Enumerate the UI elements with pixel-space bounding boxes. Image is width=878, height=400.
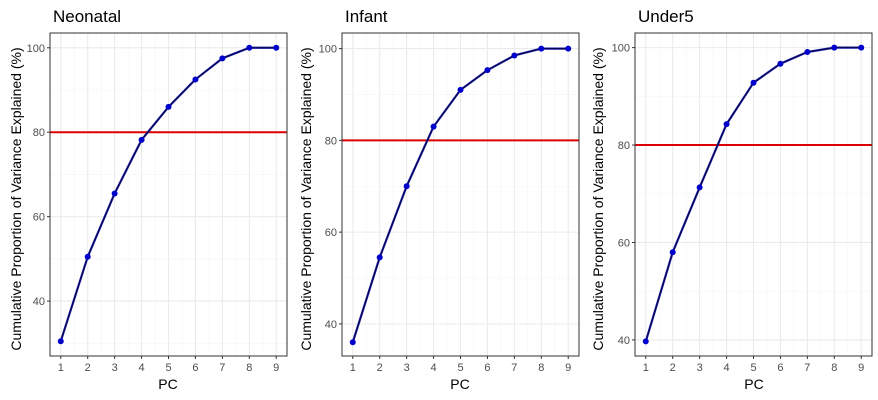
data-point	[111, 190, 118, 197]
y-tick-label: 40	[33, 296, 45, 308]
x-tick-label: 4	[431, 362, 437, 374]
x-tick-label: 3	[697, 362, 703, 374]
data-point	[484, 67, 491, 74]
plot-area: 40 60 80 100 1 2 3 4 5 6 7 8 9	[27, 32, 288, 374]
data-point	[750, 79, 757, 86]
x-axis-title: PC	[744, 376, 763, 392]
data-point	[858, 44, 865, 51]
plot-area: 40 60 80 100 1 2 3 4 5 6 7 8 9	[319, 32, 580, 374]
data-point	[669, 249, 676, 256]
data-point	[219, 55, 226, 62]
x-tick-label: 6	[777, 362, 783, 374]
x-tick-label: 7	[804, 362, 810, 374]
x-tick-label: 6	[192, 362, 198, 374]
y-axis-title: Cumulative Proportion of Variance Explai…	[590, 47, 606, 350]
data-point	[192, 76, 199, 83]
x-tick-label: 9	[858, 362, 864, 374]
x-axis-title: PC	[158, 376, 177, 392]
y-tick-label: 60	[325, 227, 337, 239]
panel-neonatal: Neonatal Cumulative Proportion of Varian…	[8, 7, 288, 392]
y-tick-label: 40	[325, 319, 337, 331]
y-axis-title: Cumulative Proportion of Variance Explai…	[298, 47, 314, 350]
data-point	[403, 183, 410, 190]
x-tick-label: 2	[85, 362, 91, 374]
data-point	[84, 253, 91, 260]
y-tick-label: 60	[618, 237, 630, 249]
x-tick-label: 8	[246, 362, 252, 374]
data-point	[165, 103, 172, 110]
x-tick-label: 5	[457, 362, 463, 374]
data-point	[273, 44, 280, 51]
x-tick-label: 3	[112, 362, 118, 374]
x-axis-title: PC	[450, 376, 469, 392]
data-point	[831, 44, 838, 51]
x-tick-label: 3	[404, 362, 410, 374]
x-tick-label: 2	[377, 362, 383, 374]
data-point	[538, 45, 545, 52]
data-point	[642, 338, 649, 345]
x-tick-label: 7	[219, 362, 225, 374]
plot-area: 40 60 80 100 1 2 3 4 5 6 7 8 9	[612, 32, 873, 374]
data-point	[246, 44, 253, 51]
data-point	[696, 184, 703, 191]
x-tick-label: 4	[139, 362, 145, 374]
x-tick-label: 7	[511, 362, 517, 374]
y-tick-label: 100	[612, 43, 630, 55]
data-point	[565, 45, 572, 52]
x-tick-label: 5	[750, 362, 756, 374]
y-tick-label: 80	[33, 127, 45, 139]
y-axis-title: Cumulative Proportion of Variance Explai…	[8, 47, 24, 350]
panel-under5: Under5 Cumulative Proportion of Variance…	[590, 7, 873, 392]
data-point	[349, 339, 356, 346]
data-point	[138, 136, 145, 143]
y-tick-label: 80	[325, 135, 337, 147]
x-tick-label: 1	[350, 362, 356, 374]
data-point	[511, 52, 518, 59]
data-point	[376, 254, 383, 261]
y-tick-label: 60	[33, 212, 45, 224]
panel-title: Infant	[345, 7, 388, 26]
x-tick-label: 9	[273, 362, 279, 374]
data-point	[457, 86, 464, 93]
x-tick-label: 6	[484, 362, 490, 374]
data-point	[430, 123, 437, 130]
x-tick-label: 9	[565, 362, 571, 374]
data-point	[804, 49, 811, 55]
panel-title: Neonatal	[53, 7, 121, 26]
x-tick-label: 8	[538, 362, 544, 374]
x-tick-label: 4	[724, 362, 730, 374]
y-tick-label: 80	[618, 140, 630, 152]
y-tick-label: 100	[319, 44, 337, 56]
data-point	[777, 60, 784, 67]
x-tick-label: 5	[165, 362, 171, 374]
data-point	[723, 121, 730, 128]
data-point	[57, 338, 64, 345]
x-tick-label: 1	[643, 362, 649, 374]
panel-title: Under5	[638, 7, 694, 26]
x-tick-label: 2	[670, 362, 676, 374]
y-tick-label: 100	[27, 43, 45, 55]
y-tick-label: 40	[618, 335, 630, 347]
panel-infant: Infant Cumulative Proportion of Variance…	[298, 7, 580, 392]
x-tick-label: 1	[58, 362, 64, 374]
x-tick-label: 8	[831, 362, 837, 374]
